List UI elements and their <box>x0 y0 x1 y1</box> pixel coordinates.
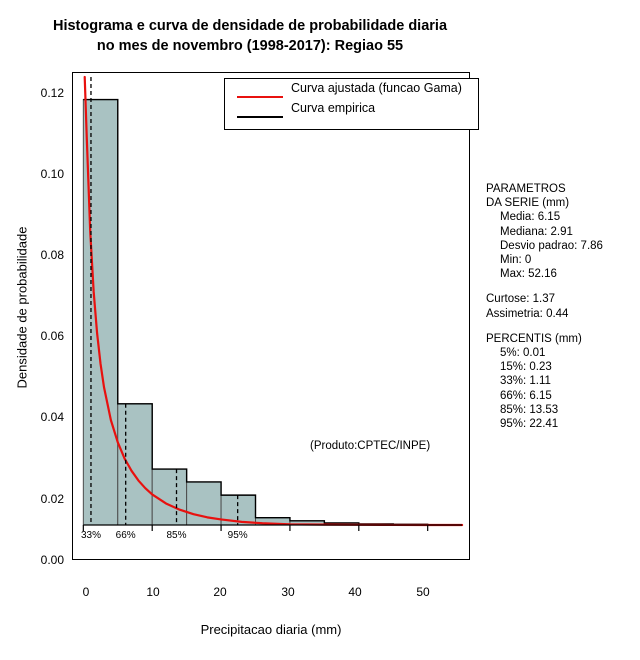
stats-panel: PARAMETROS DA SERIE (mm) Media: 6.15 Med… <box>486 182 636 431</box>
x-tick-2: 20 <box>213 585 227 599</box>
stats-media: Media: 6.15 <box>500 211 561 224</box>
x-tick-0: 0 <box>82 585 90 599</box>
y-tick-1: 0.02 <box>40 492 64 506</box>
x-tick-4: 40 <box>348 585 362 599</box>
legend-label-1: Curva empirica <box>291 101 376 115</box>
stats-curtose: Curtose: 1.37 <box>486 293 556 306</box>
percentile-label: 85% <box>166 530 187 541</box>
x-tick-5: 50 <box>416 585 430 599</box>
y-tick-2: 0.04 <box>40 410 64 424</box>
stats-assimetria: Assimetria: 0.44 <box>486 307 569 320</box>
stats-header-1: PARAMETROS <box>486 183 566 195</box>
stats-mediana: Mediana: 2.91 <box>500 225 573 238</box>
y-tick-3: 0.06 <box>40 329 64 343</box>
stats-p85: 85%: 13.53 <box>500 403 559 416</box>
stats-spacer-1 <box>486 281 636 292</box>
histogram-bar <box>117 403 153 526</box>
stats-spacer-2 <box>486 321 636 332</box>
percentile-label: 66% <box>115 530 136 541</box>
y-axis-label: Densidade de probabilidade <box>14 226 30 389</box>
x-tick-3: 30 <box>281 585 295 599</box>
legend-line-0 <box>237 96 283 98</box>
produto-credit: (Produto:CPTEC/INPE) <box>310 440 431 452</box>
y-tick-5: 0.10 <box>40 167 64 181</box>
percentile-markers <box>90 77 239 525</box>
page-title: Histograma e curva de densidade de proba… <box>0 16 500 56</box>
percentile-label: 33% <box>80 530 101 541</box>
y-tick-0: 0.00 <box>40 553 64 567</box>
stats-p5: 5%: 0.01 <box>500 347 546 360</box>
x-axis-label: Precipitacao diaria (mm) <box>200 622 342 637</box>
legend-label-0: Curva ajustada (funcao Gama) <box>291 81 462 95</box>
y-tick-6: 0.12 <box>40 86 64 100</box>
title-line-1: Histograma e curva de densidade de proba… <box>52 18 448 34</box>
y-tick-4: 0.08 <box>40 248 64 262</box>
stats-min: Min: 0 <box>500 254 532 267</box>
axis-ticks <box>82 524 463 531</box>
stats-p15: 15%: 0.23 <box>500 361 552 374</box>
stats-max: Max: 52.16 <box>500 268 557 281</box>
histogram-bars <box>82 99 463 526</box>
stats-header-2: DA SERIE (mm) <box>486 197 570 210</box>
stats-p95: 95%: 22.41 <box>500 418 559 431</box>
x-tick-1: 10 <box>146 585 160 599</box>
stats-desvio-padrao: Desvio padrao: 7.86 <box>500 239 603 252</box>
legend: Curva ajustada (funcao Gama) Curva empir… <box>224 78 479 130</box>
plot-svg <box>82 75 464 531</box>
stats-p66: 66%: 6.15 <box>500 389 552 402</box>
title-line-2: no mes de novembro (1998-2017): Regiao 5… <box>96 38 404 54</box>
stats-p33: 33%: 1.11 <box>500 375 551 388</box>
percentile-label: 95% <box>227 530 248 541</box>
stats-header-3: PERCENTIS (mm) <box>486 332 582 345</box>
plot-area <box>72 72 470 560</box>
legend-line-1 <box>237 116 283 118</box>
